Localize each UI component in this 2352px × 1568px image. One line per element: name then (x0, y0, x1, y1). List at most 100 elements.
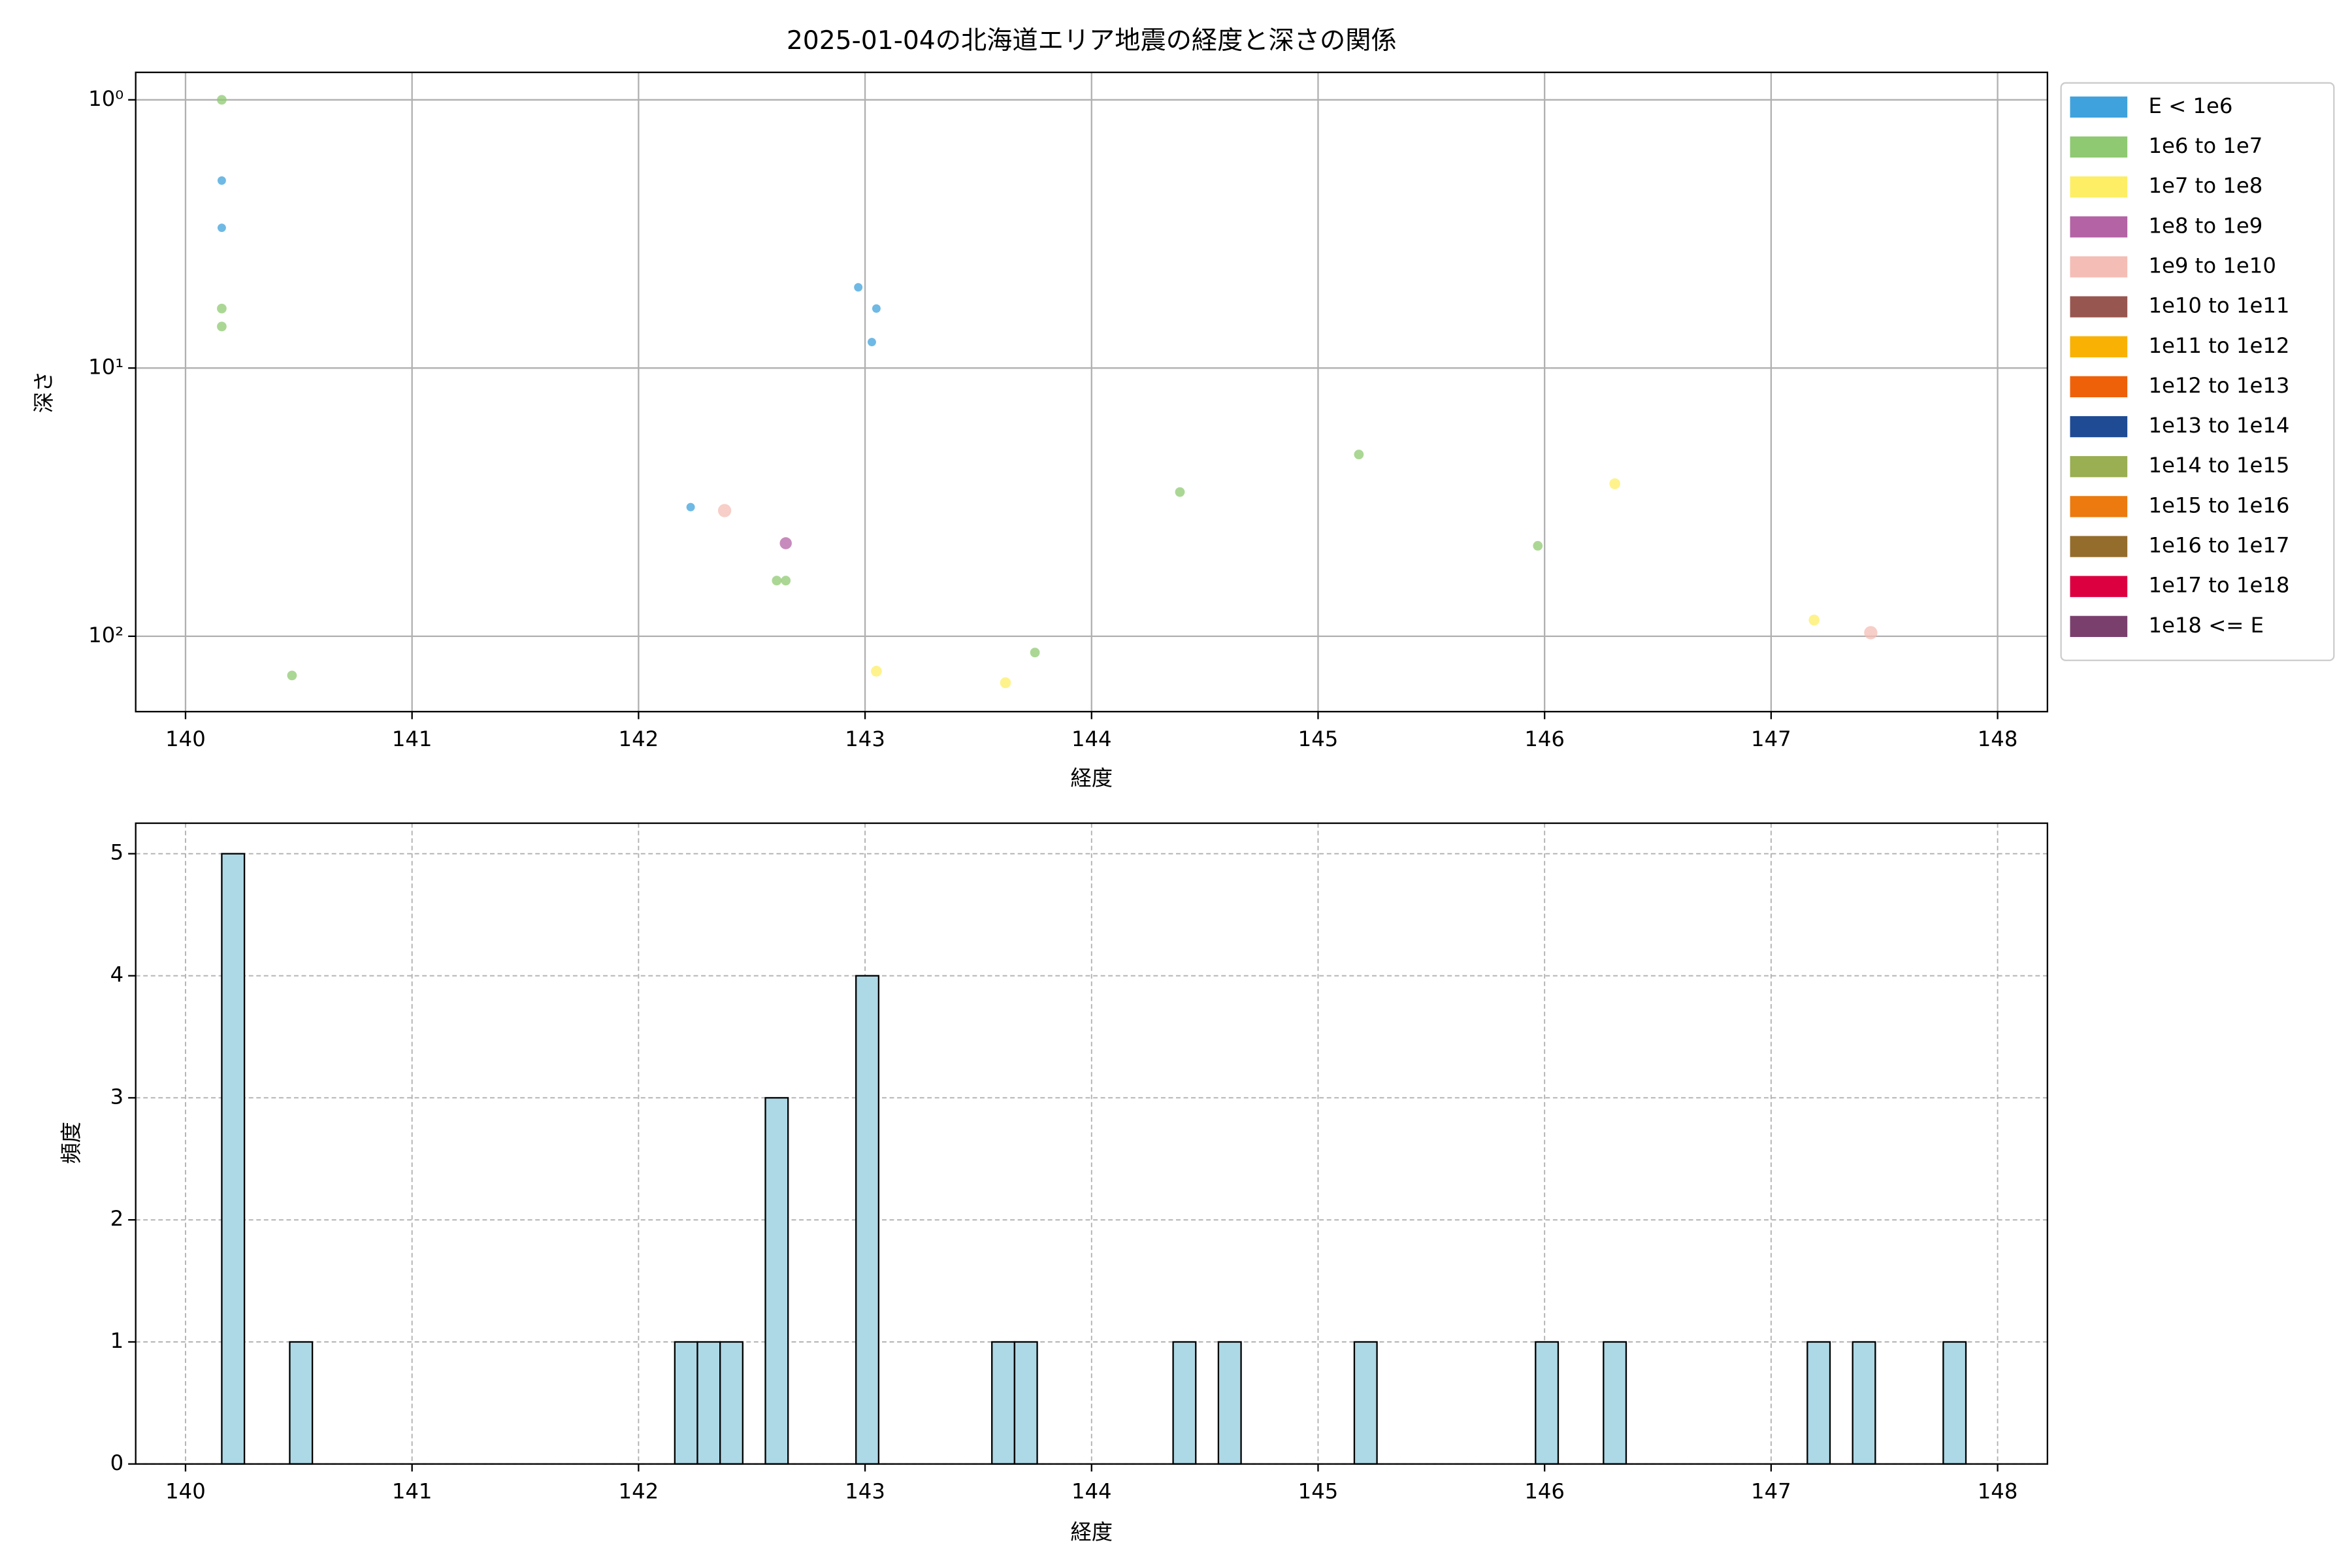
x-tick-label: 144 (1071, 1479, 1112, 1504)
legend-swatch (2070, 296, 2128, 318)
histogram-bar (1217, 1341, 1242, 1465)
histogram-bar (674, 1341, 698, 1465)
y-axis-label: 深さ (31, 371, 56, 414)
scatter-point (217, 95, 227, 105)
scatter-point (217, 321, 227, 332)
histogram-bar (1942, 1341, 1967, 1465)
legend-label: 1e15 to 1e16 (2148, 493, 2289, 517)
legend-label: 1e8 to 1e9 (2148, 213, 2262, 238)
scatter-point (1030, 647, 1040, 658)
legend-swatch (2070, 536, 2128, 557)
scatter-point (717, 504, 732, 517)
scatter-point (781, 576, 791, 586)
legend-swatch (2070, 216, 2128, 238)
x-tick-label: 145 (1298, 1479, 1339, 1504)
scatter-point (1354, 449, 1364, 459)
x-tick-label: 142 (619, 727, 659, 751)
y-tick-label: 4 (110, 962, 124, 987)
x-tick-label: 140 (165, 1479, 206, 1504)
x-tick-label: 147 (1751, 727, 1791, 751)
legend-swatch (2070, 136, 2128, 158)
y-tick-label: 1 (110, 1328, 124, 1353)
legend-swatch (2070, 615, 2128, 637)
x-axis-label: 経度 (1070, 1520, 1113, 1544)
histogram-bar (764, 1097, 789, 1465)
x-axis-label: 経度 (1070, 766, 1113, 791)
legend-label: 1e11 to 1e12 (2148, 333, 2289, 358)
scatter-point (872, 304, 881, 313)
y-tick-label: 10⁰ (88, 86, 123, 111)
legend-label: 1e6 to 1e7 (2148, 133, 2262, 158)
x-tick-label: 147 (1751, 1479, 1791, 1504)
scatter-point (1609, 478, 1620, 489)
legend-label: 1e10 to 1e11 (2148, 293, 2289, 318)
x-tick-label: 142 (619, 1479, 659, 1504)
legend-label: 1e13 to 1e14 (2148, 413, 2289, 438)
legend-label: 1e7 to 1e8 (2148, 173, 2262, 198)
scatter-point (686, 502, 695, 512)
histogram-bar (1535, 1341, 1560, 1465)
y-tick-label: 10¹ (88, 354, 123, 379)
scatter-point (217, 303, 227, 314)
x-tick-label: 148 (1978, 1479, 2018, 1504)
x-tick-label: 146 (1524, 727, 1565, 751)
x-tick-label: 140 (165, 727, 206, 751)
x-tick-label: 143 (845, 727, 885, 751)
x-tick-label: 146 (1524, 1479, 1565, 1504)
x-tick-label: 141 (392, 727, 433, 751)
legend-swatch (2070, 576, 2128, 597)
histogram-bar (719, 1341, 744, 1465)
legend-label: E < 1e6 (2148, 93, 2232, 118)
histogram-bar (991, 1341, 1016, 1465)
plot-frame (135, 71, 2048, 713)
scatter-point (1000, 677, 1011, 689)
legend-label: 1e9 to 1e10 (2148, 253, 2276, 278)
legend-swatch (2070, 496, 2128, 517)
scatter-point (287, 670, 297, 681)
histogram-bar (1353, 1341, 1378, 1465)
y-tick-label: 5 (110, 840, 124, 865)
legend-label: 1e12 to 1e13 (2148, 373, 2289, 398)
legend-swatch (2070, 336, 2128, 357)
scatter-point (1533, 541, 1543, 551)
legend-swatch (2070, 256, 2128, 278)
legend-label: 1e16 to 1e17 (2148, 533, 2289, 558)
legend-swatch (2070, 416, 2128, 438)
y-tick-label: 3 (110, 1084, 124, 1109)
y-tick-label: 10² (88, 623, 123, 647)
x-tick-label: 145 (1298, 727, 1339, 751)
histogram-bar (1172, 1341, 1197, 1465)
histogram-bar (1603, 1341, 1627, 1465)
legend-label: 1e18 <= E (2148, 613, 2264, 638)
x-tick-label: 141 (392, 1479, 433, 1504)
scatter-point (772, 576, 782, 586)
legend-swatch (2070, 376, 2128, 398)
y-tick-label: 2 (110, 1206, 124, 1231)
scatter-point (217, 176, 226, 185)
legend-label: 1e17 to 1e18 (2148, 573, 2289, 598)
legend-swatch (2070, 176, 2128, 198)
y-axis-label: 頻度 (59, 1122, 84, 1164)
histogram-bar (1013, 1341, 1038, 1465)
plot-frame (135, 822, 2048, 1465)
histogram-bar (696, 1341, 721, 1465)
scatter-point (217, 223, 226, 233)
histogram-bar (855, 975, 880, 1465)
scatter-point (868, 338, 876, 347)
histogram-bar (1806, 1341, 1831, 1465)
histogram-bar (221, 853, 246, 1465)
scatter-point (854, 283, 863, 292)
scatter-point (1864, 626, 1878, 640)
scatter-point (779, 537, 792, 549)
legend-box (2060, 82, 2335, 661)
histogram-bar (1852, 1341, 1876, 1465)
legend-swatch (2070, 96, 2128, 118)
legend-label: 1e14 to 1e15 (2148, 453, 2289, 478)
scatter-point (1175, 487, 1185, 497)
legend-swatch (2070, 456, 2128, 478)
x-tick-label: 144 (1071, 727, 1112, 751)
y-tick-label: 0 (110, 1450, 124, 1475)
x-tick-label: 143 (845, 1479, 885, 1504)
